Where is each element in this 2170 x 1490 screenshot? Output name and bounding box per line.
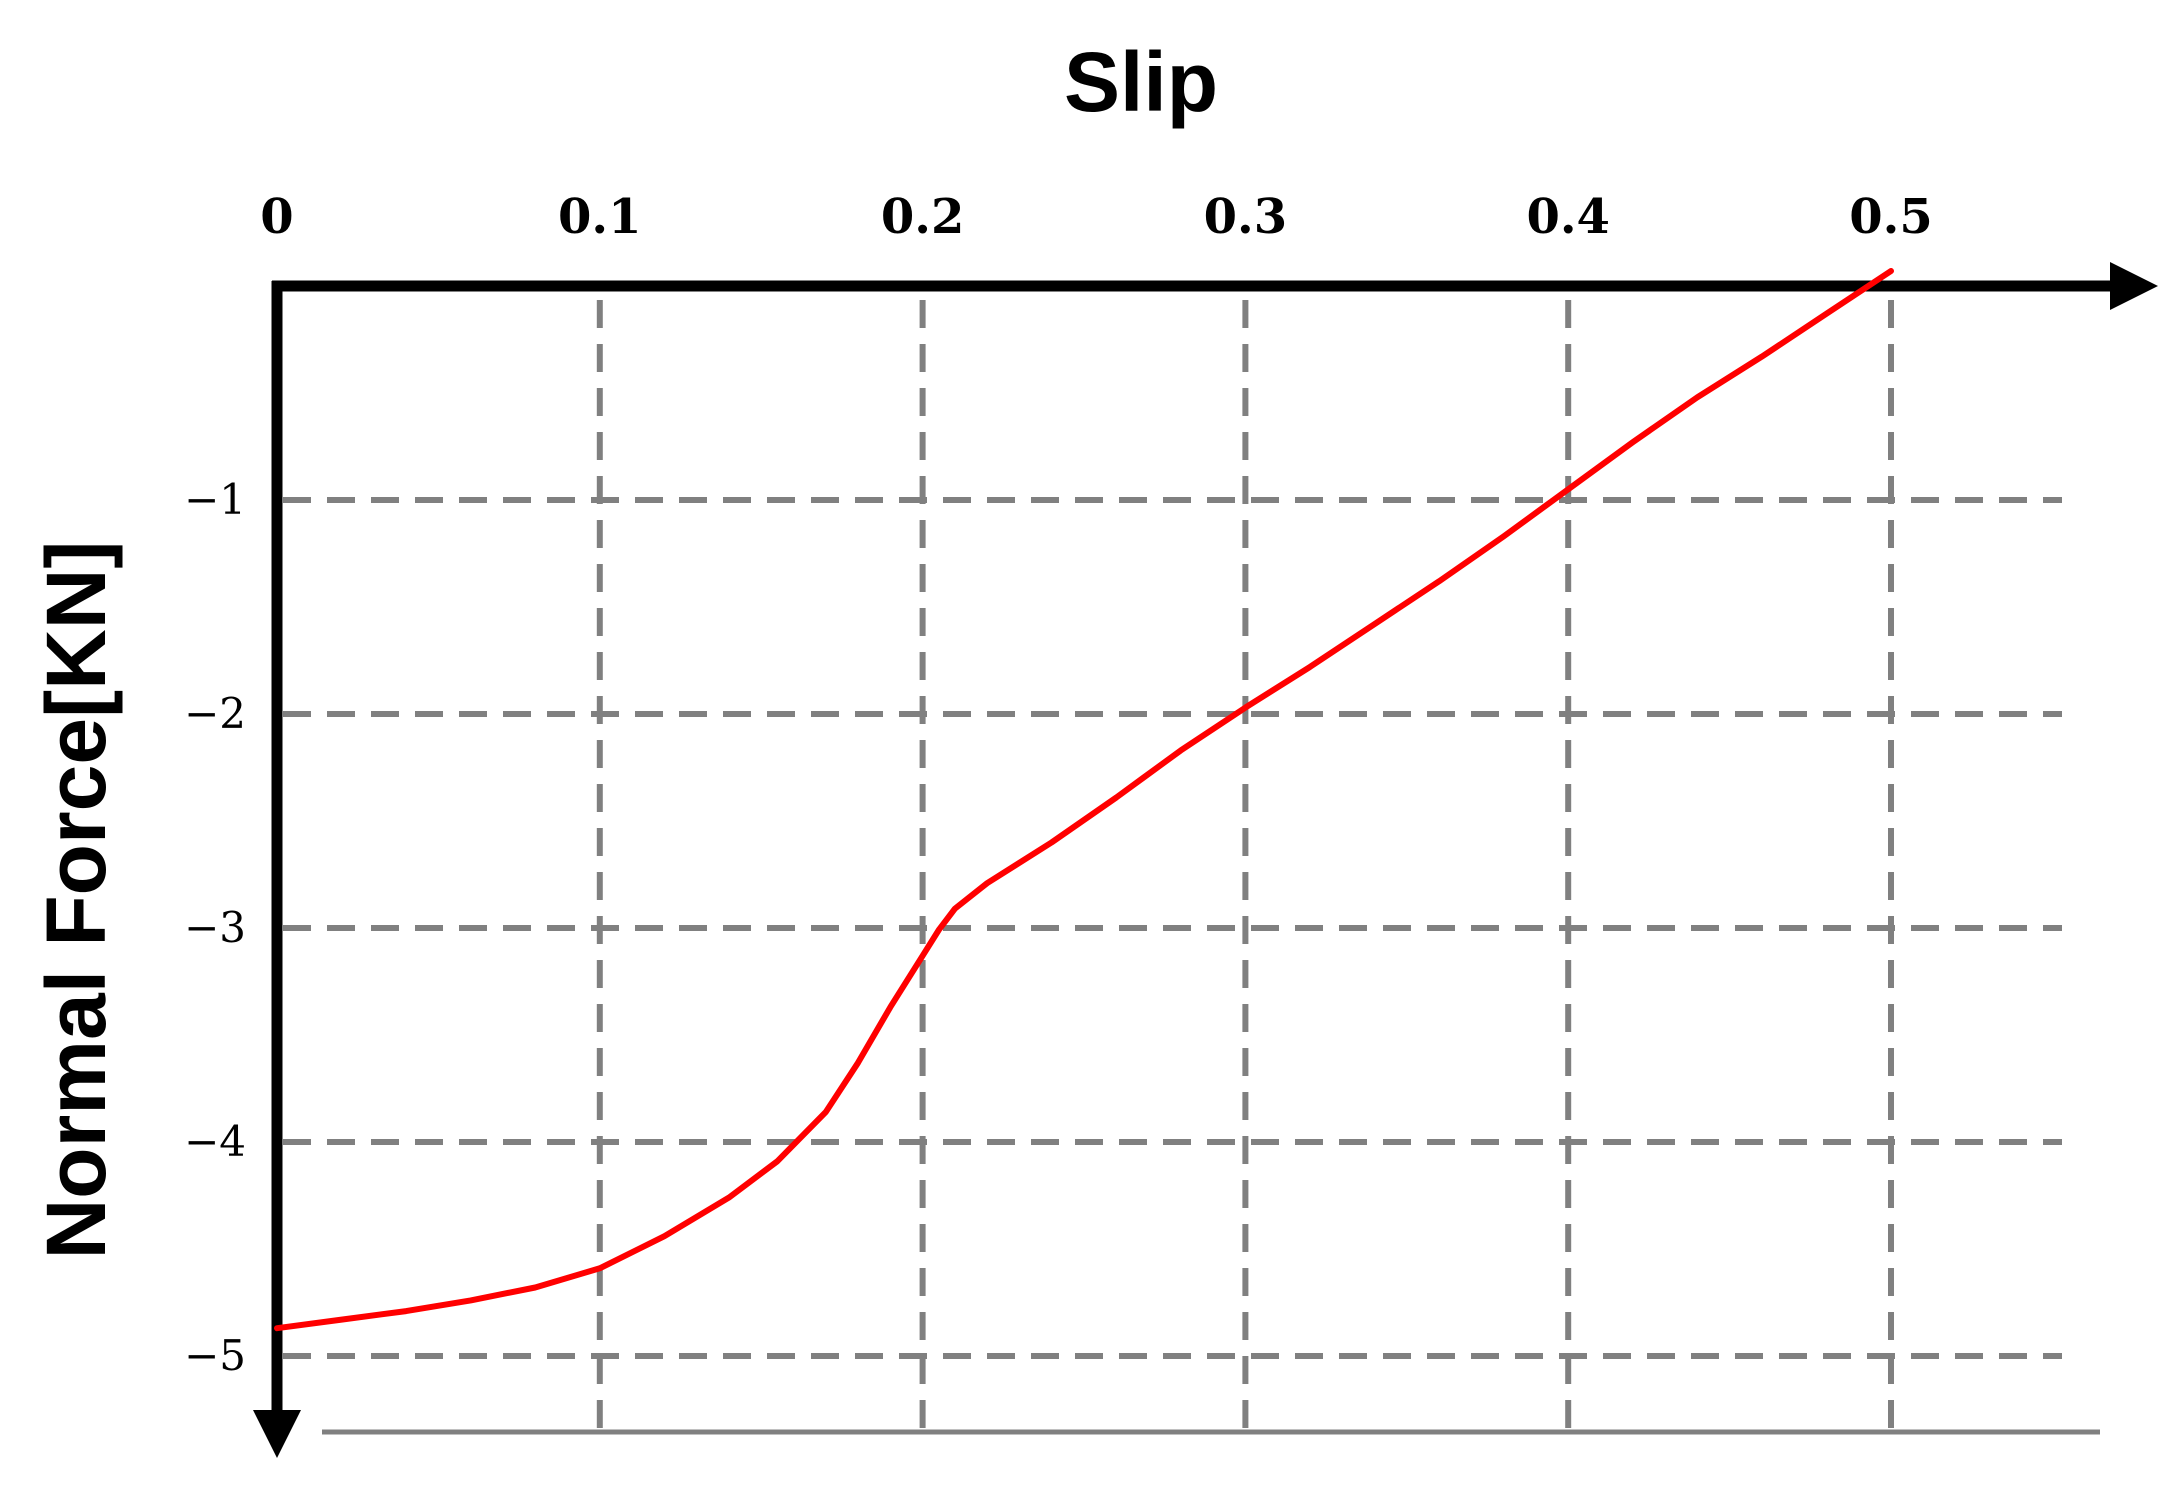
y-tick-label-2: −3 [184, 903, 246, 952]
x-axis-title: Slip [1064, 35, 1218, 129]
x-tick-label-5: 0.5 [1849, 189, 1933, 245]
x-tick-label-0: 0 [260, 189, 293, 245]
x-tick-label-2: 0.2 [881, 189, 965, 245]
y-axis-arrowhead [253, 1410, 301, 1458]
y-tick-label-1: −2 [184, 689, 246, 738]
series-line-0 [274, 268, 1894, 1332]
x-tick-label-3: 0.3 [1204, 189, 1288, 245]
series [274, 268, 1894, 1332]
x-tick-label-4: 0.4 [1526, 189, 1610, 245]
y-tick-label-0: −1 [184, 475, 246, 524]
grid [283, 300, 2062, 1432]
tick-labels: 0 0.1 0.2 0.3 0.4 0.5 −1 −2 −3 −4 −5 [184, 189, 1933, 1380]
x-tick-label-1: 0.1 [558, 189, 642, 245]
y-tick-label-3: −4 [184, 1117, 246, 1166]
axes [253, 262, 2158, 1458]
x-axis-arrowhead [2110, 262, 2158, 310]
y-axis-title: Normal Force[KN] [29, 541, 123, 1260]
y-tick-label-4: −5 [184, 1331, 246, 1380]
